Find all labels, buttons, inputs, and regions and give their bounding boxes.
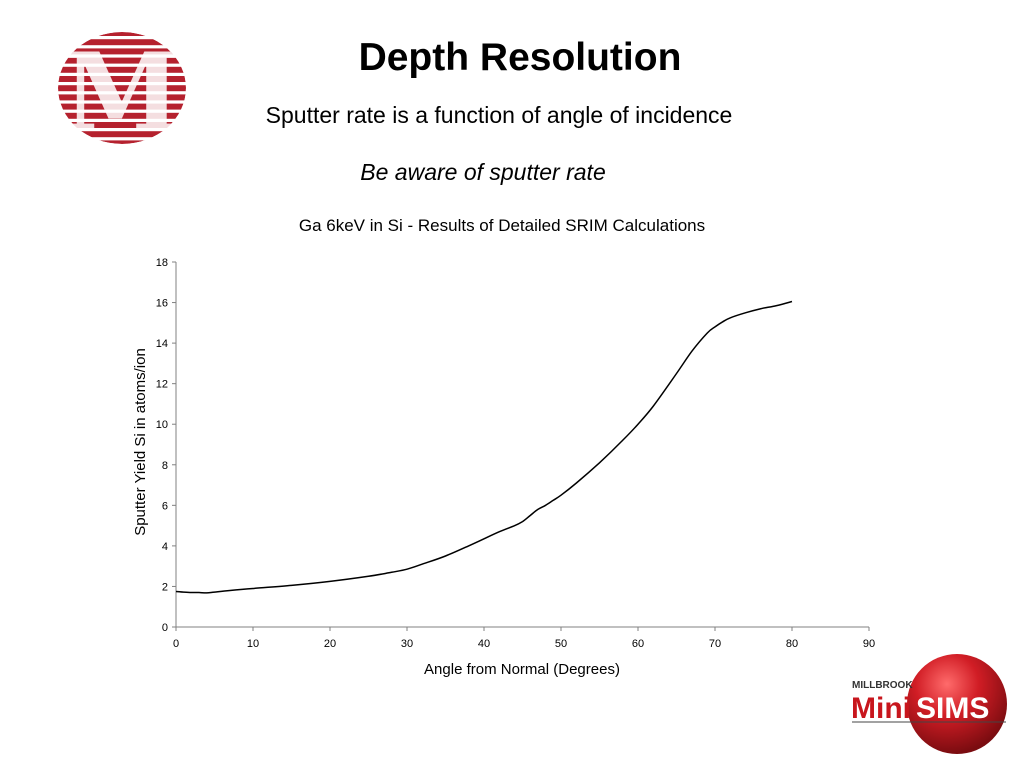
x-tick-label: 60 [632,638,644,650]
brand-logo-m: M [58,30,186,146]
minisims-sphere [907,654,1007,754]
x-tick-label: 70 [709,638,721,650]
y-axis-label: Sputter Yield Si in atoms/ion [132,348,149,536]
slide-title: Depth Resolution [358,36,682,79]
y-tick-label: 16 [156,298,168,310]
x-tick-label: 90 [863,638,875,650]
x-tick-label: 50 [555,638,567,650]
y-tick-label: 18 [156,257,168,269]
x-tick-label: 30 [401,638,413,650]
mini-text: Mini [851,692,911,725]
slide-subtitle: Sputter rate is a function of angle of i… [265,102,733,128]
y-tick-label: 2 [162,581,168,593]
y-tick-label: 14 [156,338,168,350]
y-tick-label: 0 [162,622,168,634]
millbrook-text: MILLBROOK [852,680,913,691]
brand-logo-letter: M [62,30,182,146]
x-tick-label: 10 [247,638,259,650]
slide-note: Be aware of sputter rate [360,159,606,185]
x-tick-label: 40 [478,638,490,650]
y-tick-label: 4 [162,541,168,553]
y-tick-label: 6 [162,500,168,512]
chart-title: Ga 6keV in Si - Results of Detailed SRIM… [299,216,705,235]
minisims-logo: MILLBROOK Mini SIMS [851,654,1007,754]
y-tick-label: 8 [162,460,168,472]
y-tick-label: 10 [156,419,168,431]
x-axis-label: Angle from Normal (Degrees) [424,661,620,678]
x-tick-label: 20 [324,638,336,650]
sims-text: SIMS [916,692,989,725]
x-tick-label: 0 [173,638,179,650]
sputter-yield-line [175,300,793,594]
y-tick-label: 12 [156,379,168,391]
x-tick-label: 80 [786,638,798,650]
